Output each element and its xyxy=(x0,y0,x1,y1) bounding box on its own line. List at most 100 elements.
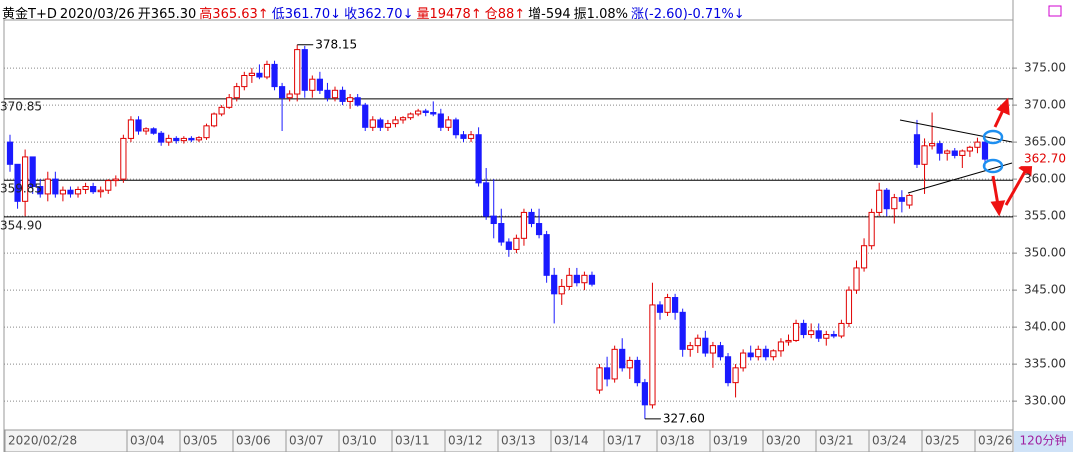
candle-body xyxy=(422,110,429,114)
candle-body xyxy=(37,186,44,195)
candle-body xyxy=(672,297,679,313)
candle-body xyxy=(928,143,936,147)
y-tick-label: 335.00 xyxy=(1024,357,1066,371)
candle-body xyxy=(845,289,853,324)
candle-body xyxy=(22,156,29,202)
candle-body xyxy=(641,382,648,406)
candle-body xyxy=(679,311,686,350)
candle-body xyxy=(74,188,82,195)
y-tick-label: 345.00 xyxy=(1024,283,1066,297)
candle-body xyxy=(347,97,354,102)
candle-body xyxy=(203,125,210,139)
candle-body xyxy=(399,117,407,121)
candle-body xyxy=(717,345,724,358)
candle-body xyxy=(830,334,837,337)
candle-body xyxy=(709,345,717,354)
level-label: 359.85 xyxy=(0,182,42,196)
last-price-bg xyxy=(1016,152,1072,167)
y-tick-label: 350.00 xyxy=(1024,246,1066,260)
candle-body xyxy=(430,112,437,115)
candle-body xyxy=(286,93,293,99)
highlight-ellipse xyxy=(982,129,1004,145)
y-tick-label: 375.00 xyxy=(1024,61,1066,75)
candle-body xyxy=(815,330,822,339)
candle-body xyxy=(44,178,51,195)
candle-body xyxy=(498,223,505,243)
candle-body xyxy=(437,113,444,128)
period-label[interactable]: 120分钟 xyxy=(1020,433,1067,448)
candle-body xyxy=(913,134,921,165)
candle-body xyxy=(770,350,777,358)
candle-body xyxy=(316,78,323,91)
candle-body xyxy=(762,348,769,358)
y-tick-label: 360.00 xyxy=(1024,172,1066,186)
window-icon[interactable] xyxy=(1048,5,1062,17)
x-tick-label: 2020/02/28 xyxy=(8,434,77,448)
candle-body xyxy=(513,237,520,250)
x-tick-label: 03/12 xyxy=(448,434,483,448)
candle-body xyxy=(596,367,603,391)
candle-body xyxy=(936,143,943,154)
candle-body xyxy=(256,72,263,78)
candle-body xyxy=(233,86,240,99)
candle-body xyxy=(29,156,36,188)
candle-body xyxy=(158,132,165,143)
last-price-label: 362.70 xyxy=(1024,152,1066,166)
candle-body xyxy=(944,150,951,154)
candle-body xyxy=(740,352,747,369)
candle-body xyxy=(263,63,271,78)
x-tick-label: 03/05 xyxy=(183,434,218,448)
candle-body xyxy=(611,348,618,380)
candle-body xyxy=(407,113,414,119)
candle-body xyxy=(573,274,580,284)
y-tick-label: 355.00 xyxy=(1024,209,1066,223)
candle-body xyxy=(226,97,233,108)
arrow-head xyxy=(990,200,1006,217)
candle-body xyxy=(981,141,989,160)
annotation-label: 327.60 xyxy=(663,411,705,425)
candle-body xyxy=(135,119,142,132)
period-box[interactable] xyxy=(1014,431,1073,452)
candle-body xyxy=(180,137,187,142)
candle-body xyxy=(566,274,573,287)
candle-body xyxy=(188,137,195,141)
candle-body xyxy=(173,137,180,142)
candle-body xyxy=(278,86,286,99)
candle-body xyxy=(210,113,218,127)
candle-body xyxy=(724,356,732,384)
header-item: 量19478↑ xyxy=(416,7,482,22)
candle-body xyxy=(528,211,535,225)
candle-body xyxy=(59,189,67,195)
x-axis-band xyxy=(3,429,1014,452)
header-item: 2020/03/26 xyxy=(59,7,135,22)
candle-body xyxy=(543,234,550,276)
y-tick-label: 365.00 xyxy=(1024,135,1066,149)
x-tick-label: 03/11 xyxy=(395,434,430,448)
arrow-head xyxy=(996,97,1010,116)
candle-body xyxy=(823,334,830,339)
candle-body xyxy=(460,134,467,139)
candle-body xyxy=(218,106,225,115)
candle-body xyxy=(67,189,74,195)
header-item: 涨(-2.60)-0.71%↓ xyxy=(630,7,745,22)
candle-body xyxy=(490,215,497,225)
candle-body xyxy=(747,352,754,358)
candle-body xyxy=(90,186,97,193)
candle-body xyxy=(241,75,248,88)
candle-body xyxy=(687,345,694,350)
candle-body xyxy=(520,211,528,239)
x-tick-label: 03/24 xyxy=(872,434,907,448)
candle-body xyxy=(52,178,59,195)
header-item: 仓88↑ xyxy=(484,7,526,22)
candle-body xyxy=(581,274,588,284)
x-tick-label: 03/17 xyxy=(607,434,642,448)
x-tick-label: 03/25 xyxy=(925,434,960,448)
header-item: 开365.30 xyxy=(137,7,197,22)
candle-body xyxy=(792,322,800,341)
candle-body xyxy=(362,104,369,128)
candle-body xyxy=(732,367,739,384)
header-item: 黄金T+D xyxy=(2,7,57,22)
x-tick-label: 03/26 xyxy=(978,434,1013,448)
candle-body xyxy=(14,163,21,202)
